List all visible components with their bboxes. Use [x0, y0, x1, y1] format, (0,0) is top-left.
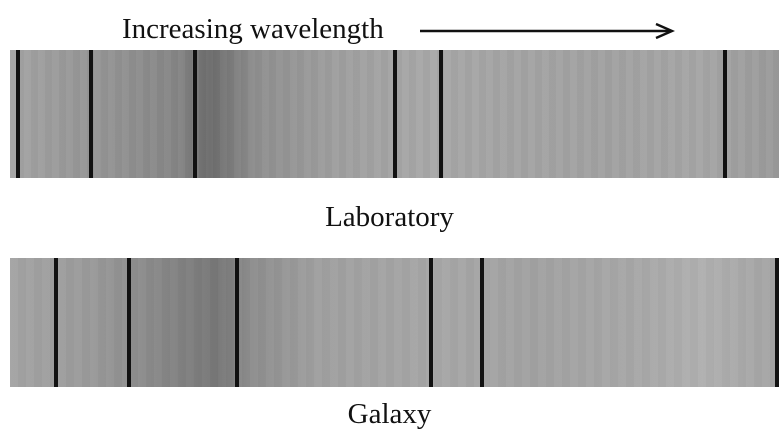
galaxy-spectral-line — [429, 258, 433, 387]
laboratory-spectral-line — [89, 50, 93, 178]
galaxy-spectrum — [10, 258, 779, 387]
laboratory-spectral-line — [723, 50, 727, 178]
diagram-header: Increasing wavelength — [0, 0, 779, 48]
galaxy-spectral-line — [54, 258, 58, 387]
laboratory-label: Laboratory — [325, 201, 454, 233]
wavelength-direction-label: Increasing wavelength — [122, 13, 384, 45]
laboratory-spectral-line — [16, 50, 20, 178]
galaxy-label: Galaxy — [347, 398, 432, 430]
galaxy-spectral-line — [775, 258, 779, 387]
laboratory-spectral-line — [393, 50, 397, 178]
galaxy-spectral-line — [127, 258, 131, 387]
laboratory-spectral-line — [439, 50, 443, 178]
galaxy-spectral-line — [235, 258, 239, 387]
galaxy-spectral-line — [480, 258, 484, 387]
galaxy-spectrum-background — [10, 258, 779, 387]
right-arrow-icon — [420, 22, 675, 40]
laboratory-spectral-line — [193, 50, 197, 178]
laboratory-spectrum — [10, 50, 779, 178]
